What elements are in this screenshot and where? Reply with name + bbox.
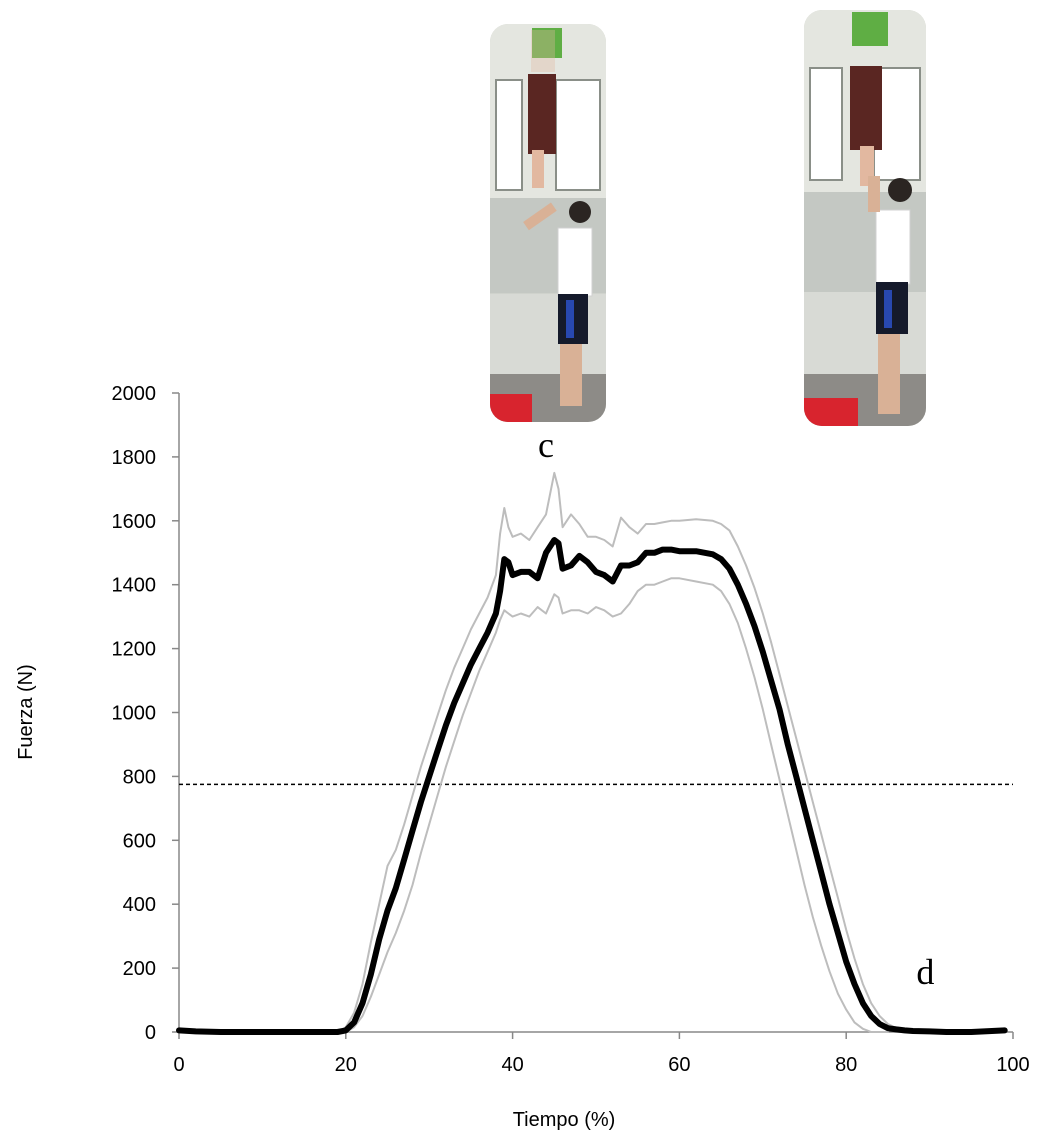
series-line-mean (176, 537, 1008, 1035)
catch-photo (490, 24, 606, 422)
y-axis-title: Fuerza (N) (15, 664, 37, 760)
x-tick-label: 40 (501, 1054, 523, 1076)
x-axis-title: Tiempo (%) (513, 1109, 616, 1131)
y-tick-label: 1800 (112, 447, 157, 469)
y-tick-label: 1600 (112, 511, 157, 533)
y-tick-label: 1400 (112, 575, 157, 597)
y-tick-label: 0 (145, 1022, 156, 1044)
y-tick-label: 1200 (112, 639, 157, 661)
y-tick-label: 600 (123, 830, 156, 852)
y-tick-label: 200 (123, 958, 156, 980)
series-line-lower (336, 577, 889, 1033)
x-tick-label: 60 (668, 1054, 690, 1076)
x-tick-label: 0 (173, 1054, 184, 1076)
y-tick-label: 2000 (112, 383, 157, 405)
y-tick-label: 800 (123, 766, 156, 788)
x-tick-label: 80 (835, 1054, 857, 1076)
annotation-label: c (538, 425, 554, 465)
annotation-label: d (916, 952, 934, 992)
y-tick-label: 400 (123, 894, 156, 916)
series-line-upper (336, 471, 931, 1033)
x-tick-label: 20 (335, 1054, 357, 1076)
landing-photo (804, 10, 926, 426)
x-tick-label: 100 (996, 1054, 1029, 1076)
y-tick-label: 1000 (112, 703, 157, 725)
